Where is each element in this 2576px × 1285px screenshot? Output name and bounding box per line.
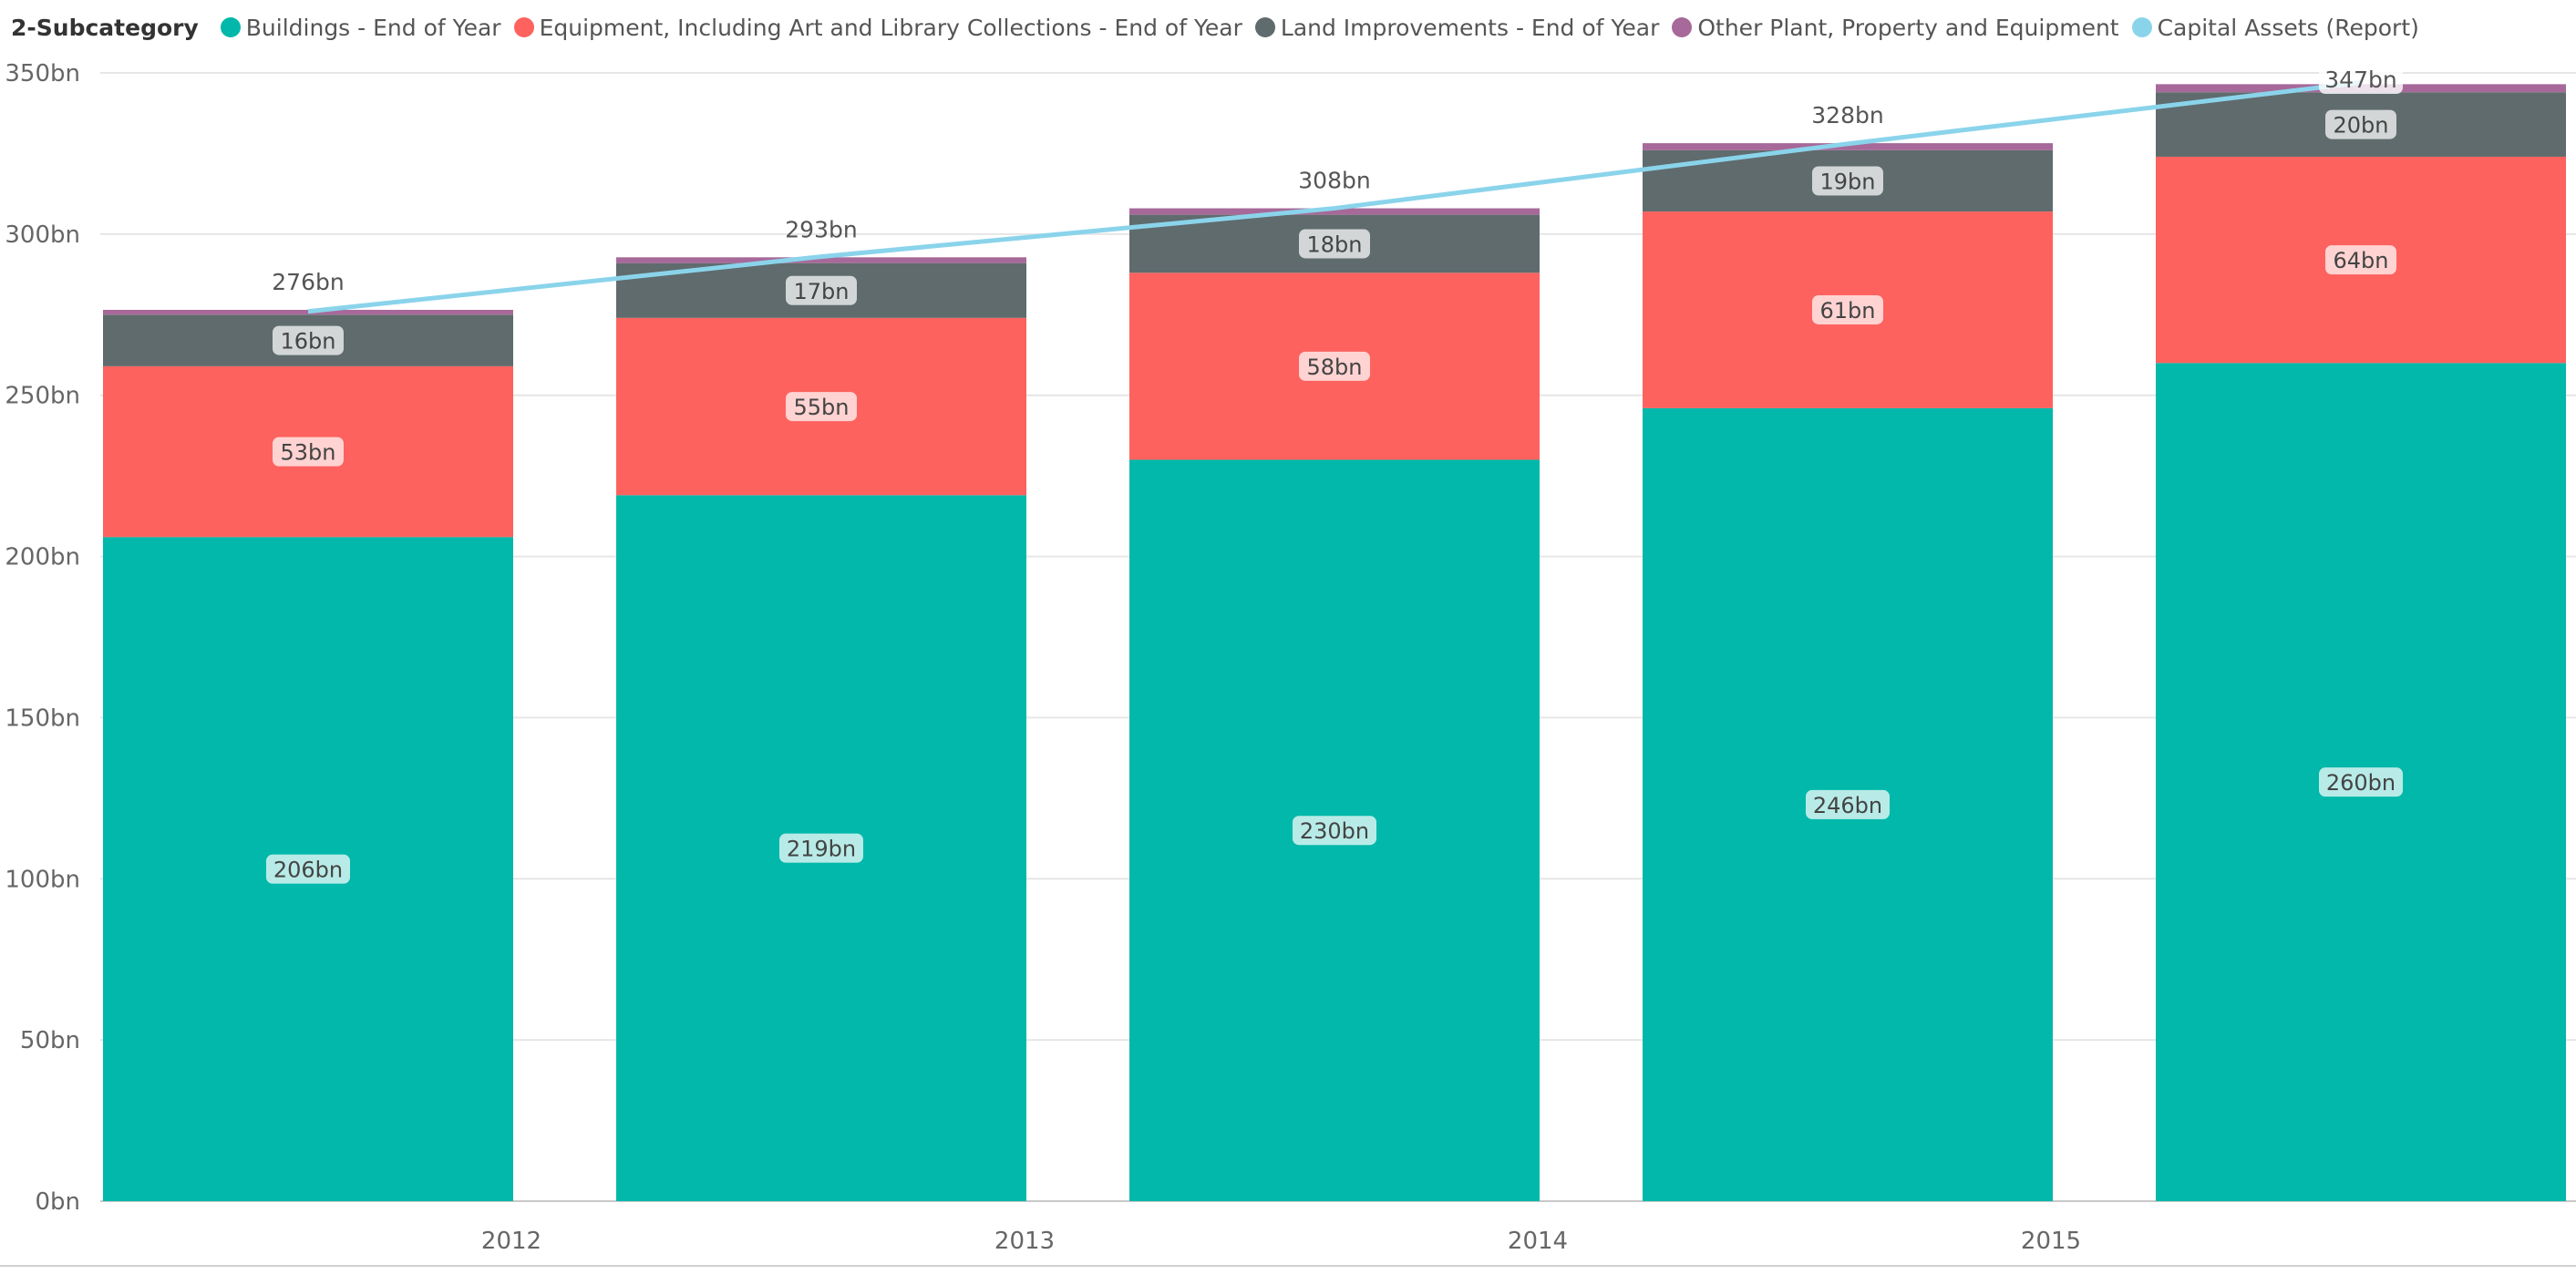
- data-label: 58bn: [1307, 355, 1363, 380]
- legend-title: 2-Subcategory: [11, 14, 199, 41]
- data-label: 20bn: [2334, 113, 2389, 139]
- total-label: 308bn: [1298, 168, 1370, 194]
- data-label-background: [779, 833, 863, 863]
- y-axis: 0bn 50bn 100bn 150bn 200bn 250bn 300bn 350bn: [5, 60, 80, 1216]
- legend-item[interactable]: Buildings - End of Year: [220, 14, 501, 41]
- bar-segment[interactable]: [616, 257, 1026, 263]
- y-tick-label: 250bn: [5, 383, 80, 410]
- legend: 2-Subcategory Buildings - End of Year Equ…: [11, 7, 2432, 47]
- data-label-background: [266, 854, 350, 884]
- data-label-background: [273, 437, 344, 467]
- y-tick-label: 50bn: [20, 1027, 80, 1054]
- legend-swatch-icon: [1254, 17, 1275, 37]
- x-tick-label: 2015: [2021, 1228, 2081, 1255]
- y-tick-label: 100bn: [5, 866, 80, 893]
- y-tick-label: 0bn: [35, 1188, 80, 1216]
- data-label: 260bn: [2326, 770, 2396, 796]
- y-tick-label: 150bn: [5, 704, 80, 732]
- legend-label: Capital Assets (Report): [2157, 14, 2419, 41]
- x-tick-label: 2014: [1508, 1228, 1568, 1255]
- data-label-background: [1299, 351, 1370, 381]
- data-label: 246bn: [1813, 793, 1882, 818]
- data-label-background: [1806, 789, 1890, 819]
- total-label: 276bn: [272, 269, 344, 295]
- data-label: 230bn: [1300, 818, 1369, 844]
- data-label-background: [2325, 245, 2396, 275]
- data-label-background: [786, 275, 857, 305]
- total-label: 293bn: [785, 216, 857, 242]
- x-axis: 2012 2013 2014 2015: [0, 1228, 2576, 1267]
- data-label: 206bn: [273, 858, 343, 883]
- legend-label: Equipment, Including Art and Library Col…: [539, 14, 1242, 41]
- data-label: 53bn: [281, 440, 336, 466]
- data-label-background: [1293, 816, 1376, 846]
- data-label-background: [1812, 166, 1883, 196]
- legend-item[interactable]: Equipment, Including Art and Library Col…: [513, 14, 1242, 41]
- legend-swatch-icon: [513, 17, 534, 37]
- total-label-background: [2319, 65, 2403, 94]
- legend-label: Other Plant, Property and Equipment: [1697, 14, 2119, 41]
- data-label-background: [2319, 767, 2403, 797]
- x-tick-label: 2013: [994, 1228, 1055, 1255]
- legend-label: Land Improvements - End of Year: [1280, 14, 1660, 41]
- y-tick-label: 350bn: [5, 60, 80, 87]
- data-label-background: [273, 325, 344, 355]
- bar-segment[interactable]: [1643, 143, 2053, 150]
- bar-segment[interactable]: [1129, 208, 1540, 215]
- legend-swatch-icon: [220, 17, 241, 37]
- total-label: 328bn: [1811, 102, 1883, 128]
- y-tick-label: 200bn: [5, 544, 80, 571]
- data-label-background: [2325, 109, 2396, 139]
- legend-label: Buildings - End of Year: [245, 14, 501, 41]
- data-label: 64bn: [2334, 248, 2389, 273]
- data-label: 19bn: [1820, 169, 1876, 194]
- data-label: 17bn: [794, 279, 850, 304]
- total-label: 347bn: [2324, 67, 2396, 93]
- bar-segment[interactable]: [103, 309, 513, 315]
- legend-item[interactable]: Capital Assets (Report): [2131, 14, 2419, 41]
- legend-swatch-icon: [2131, 17, 2152, 37]
- data-label: 16bn: [281, 329, 336, 355]
- x-tick-label: 2012: [481, 1228, 541, 1255]
- y-tick-label: 300bn: [5, 221, 80, 249]
- data-label: 219bn: [787, 837, 856, 862]
- legend-item[interactable]: Land Improvements - End of Year: [1254, 14, 1660, 41]
- data-label-background: [1299, 229, 1370, 259]
- data-label: 55bn: [794, 395, 850, 420]
- data-label: 61bn: [1820, 298, 1876, 324]
- data-label: 18bn: [1307, 231, 1363, 257]
- legend-swatch-icon: [1672, 17, 1693, 37]
- legend-item[interactable]: Other Plant, Property and Equipment: [1672, 14, 2119, 41]
- capital-assets-line: [307, 80, 2362, 314]
- data-labels: 206bn 53bn 16bn 219bn 55bn 17bn 230bn 58bn 18bn 2…: [266, 65, 2403, 884]
- data-label-background: [786, 392, 857, 422]
- data-label-background: [1812, 294, 1883, 324]
- line-series: [307, 80, 2362, 314]
